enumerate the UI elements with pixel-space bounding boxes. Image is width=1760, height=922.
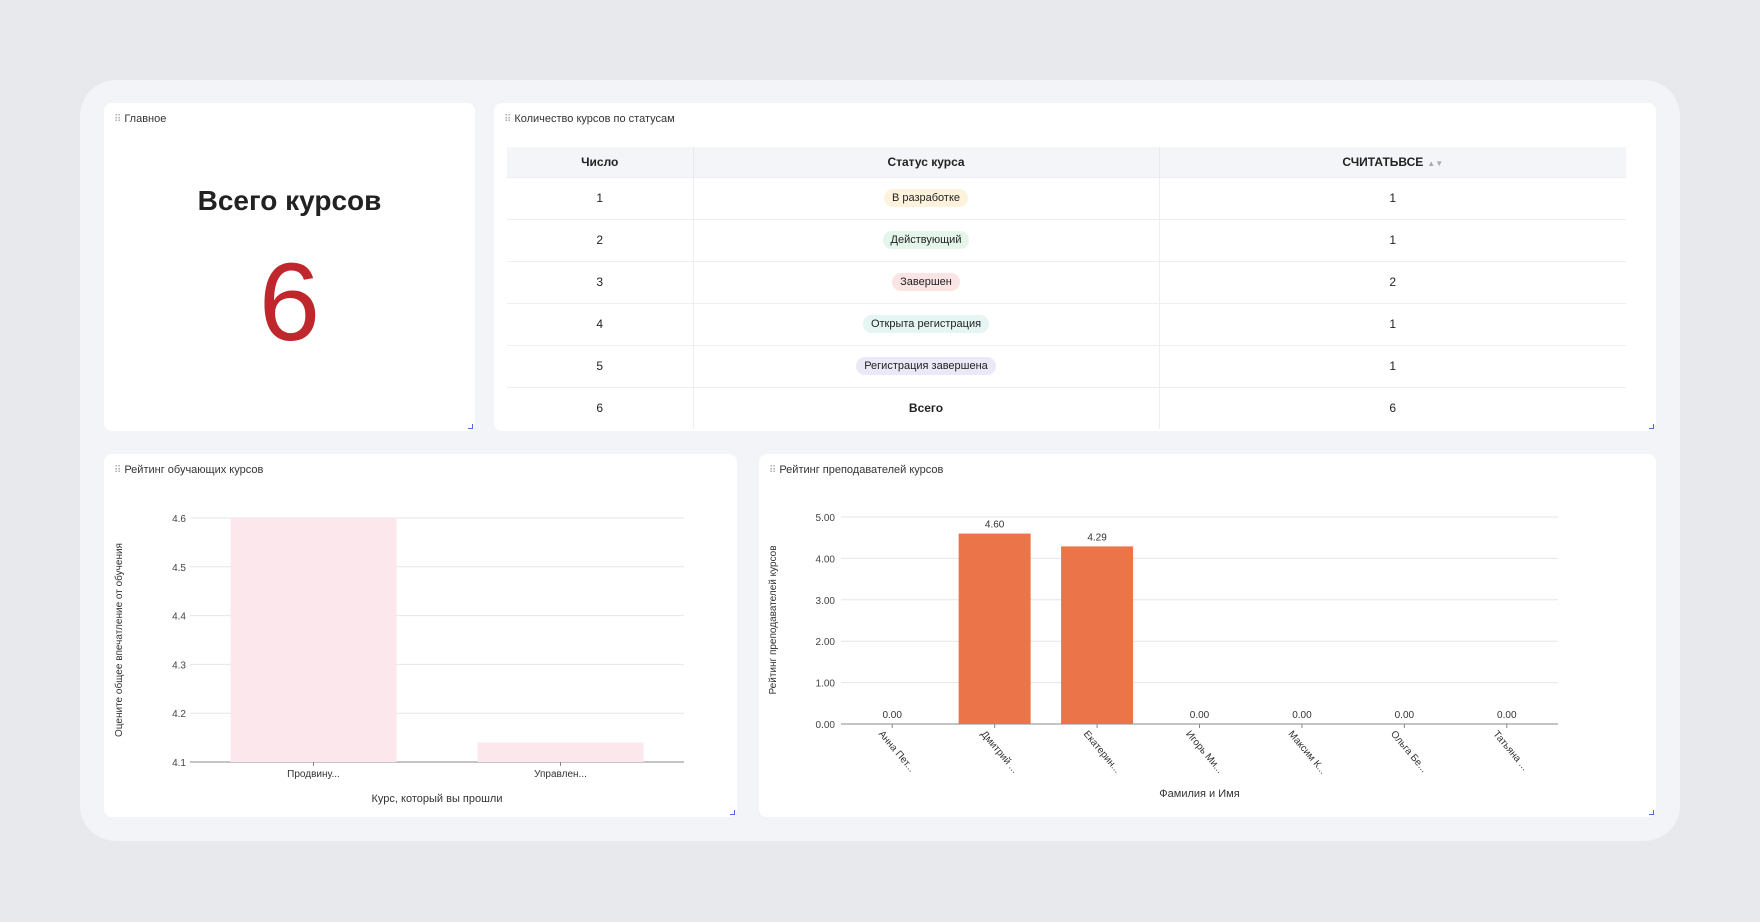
bar [230, 518, 397, 762]
main-card-title: Главное [124, 113, 167, 125]
drag-handle-icon[interactable]: ⠿ [504, 113, 511, 125]
cell-count: 1 [1159, 176, 1626, 219]
x-tick-label: Дмитрий ... [978, 729, 1020, 776]
y-tick-label: 4.4 [172, 612, 186, 623]
resize-handle-icon[interactable] [730, 810, 735, 815]
y-axis-label: Оцените общее впечатление от обучения [113, 543, 125, 737]
data-label: 0.00 [1497, 710, 1517, 721]
cell-number: 3 [507, 260, 694, 303]
data-label: 0.00 [882, 710, 902, 721]
bar [1061, 546, 1134, 724]
cell-count: 1 [1159, 218, 1626, 261]
y-tick-label: 4.00 [816, 554, 836, 565]
x-tick-label: Татьяна ... [1490, 729, 1530, 773]
resize-handle-icon[interactable] [468, 424, 473, 429]
y-tick-label: 4.1 [172, 758, 186, 769]
status-card: ⠿ Количество курсов по статусам Число Ст… [494, 103, 1656, 431]
x-tick-label: Игорь Ми... [1183, 729, 1225, 776]
cell-status: В разработке [693, 176, 1160, 219]
cell-count: 2 [1159, 260, 1626, 303]
cell-number: 5 [507, 344, 694, 387]
status-card-header[interactable]: ⠿ Количество курсов по статусам [504, 113, 675, 125]
data-label: 0.00 [1395, 710, 1415, 721]
y-tick-label: 3.00 [816, 596, 836, 607]
cell-number: 2 [507, 218, 694, 261]
bar [477, 742, 644, 762]
teacher-rating-card-title: Рейтинг преподавателей курсов [779, 464, 944, 476]
status-badge: Действующий [882, 231, 970, 249]
cell-number: 6 [507, 386, 694, 429]
column-header-status[interactable]: Статус курса [693, 147, 1160, 177]
course-rating-card: ⠿ Рейтинг обучающих курсов 4.6 4.5 4.4 4.3 4… [104, 454, 737, 817]
x-tick-label: Анна Пет... [876, 729, 917, 775]
status-badge: Завершен [892, 273, 960, 291]
teacher-rating-card: ⠿ Рейтинг преподавателей курсов 5.00 4.00… [759, 454, 1656, 817]
course-rating-chart: 4.6 4.5 4.4 4.3 4.2 4.1 Продвину... Управлен...… [113, 514, 684, 805]
drag-handle-icon[interactable]: ⠿ [114, 113, 121, 125]
table-total-row: 6 Всего 6 [507, 386, 1626, 429]
y-tick-label: 1.00 [816, 679, 836, 690]
cell-count: 1 [1159, 302, 1626, 345]
x-tick-label: Максим К... [1286, 729, 1328, 777]
table-row: 2 Действующий 1 [507, 218, 1626, 261]
status-badge: Регистрация завершена [856, 357, 996, 375]
resize-handle-icon[interactable] [1649, 810, 1654, 815]
drag-handle-icon[interactable]: ⠿ [114, 464, 121, 476]
y-axis-label: Рейтинг преподавателей курсов [768, 545, 779, 694]
cell-number: 1 [507, 176, 694, 219]
cell-count: 1 [1159, 344, 1626, 387]
y-tick-label: 2.00 [816, 637, 836, 648]
cell-number: 4 [507, 302, 694, 345]
drag-handle-icon[interactable]: ⠿ [769, 464, 776, 476]
kpi-label: Всего курсов [197, 185, 382, 216]
cell-status: Открыта регистрация [693, 302, 1160, 345]
table-row: 3 Завершен 2 [507, 260, 1626, 303]
sort-icon[interactable]: ▲▼ [1427, 158, 1444, 168]
teacher-rating-card-header[interactable]: ⠿ Рейтинг преподавателей курсов [769, 464, 943, 476]
data-label: 0.00 [1190, 710, 1210, 721]
table-row: 1 В разработке 1 [507, 176, 1626, 219]
main-card-header[interactable]: ⠿ Главное [114, 113, 166, 125]
x-tick-label: Екатерин... [1081, 729, 1123, 776]
x-tick-label: Ольга Бе... [1388, 729, 1429, 775]
y-tick-label: 4.2 [172, 709, 186, 720]
y-tick-label: 5.00 [816, 513, 836, 524]
cell-status: Действующий [693, 218, 1160, 261]
x-axis-label: Курс, который вы прошли [372, 793, 503, 805]
table-row: 4 Открыта регистрация 1 [507, 302, 1626, 345]
bar [958, 533, 1031, 724]
column-header-count[interactable]: СЧИТАТЬВСЕ ▲▼ [1159, 147, 1626, 177]
cell-status-total: Всего [693, 386, 1160, 429]
y-tick-label: 4.6 [172, 514, 186, 525]
column-header-number[interactable]: Число [507, 147, 694, 177]
main-card: ⠿ Главное Всего курсов 6 [104, 103, 475, 431]
cell-status: Регистрация завершена [693, 344, 1160, 387]
cell-count: 6 [1159, 386, 1626, 429]
dashboard: ⠿ Главное Всего курсов 6 ⠿ Количество ку… [80, 80, 1680, 841]
table-row: 5 Регистрация завершена 1 [507, 344, 1626, 387]
x-axis-label: Фамилия и Имя [1159, 788, 1239, 800]
data-label: 4.29 [1087, 532, 1107, 543]
status-card-title: Количество курсов по статусам [514, 113, 675, 125]
data-label: 4.60 [985, 520, 1005, 531]
y-tick-label: 0.00 [816, 720, 836, 731]
resize-handle-icon[interactable] [1649, 424, 1654, 429]
teacher-rating-chart: 5.00 4.00 3.00 2.00 1.00 0.00 0.00 Анна Пет... 4… [768, 513, 1558, 800]
table-header-row: Число Статус курса СЧИТАТЬВСЕ ▲▼ [507, 147, 1626, 177]
x-tick-label: Управлен... [534, 769, 587, 780]
data-label: 0.00 [1292, 710, 1312, 721]
cell-status: Завершен [693, 260, 1160, 303]
y-tick-label: 4.5 [172, 563, 186, 574]
y-tick-label: 4.3 [172, 660, 186, 671]
status-badge: В разработке [883, 189, 969, 207]
kpi-value: 6 [258, 241, 321, 364]
course-rating-card-title: Рейтинг обучающих курсов [124, 464, 264, 476]
course-rating-card-header[interactable]: ⠿ Рейтинг обучающих курсов [114, 464, 263, 476]
status-table: Число Статус курса СЧИТАТЬВСЕ ▲▼ 1 В разра… [507, 147, 1626, 429]
x-tick-label: Продвину... [287, 769, 340, 780]
column-header-count-label: СЧИТАТЬВСЕ [1342, 154, 1424, 169]
status-badge: Открыта регистрация [862, 315, 990, 333]
